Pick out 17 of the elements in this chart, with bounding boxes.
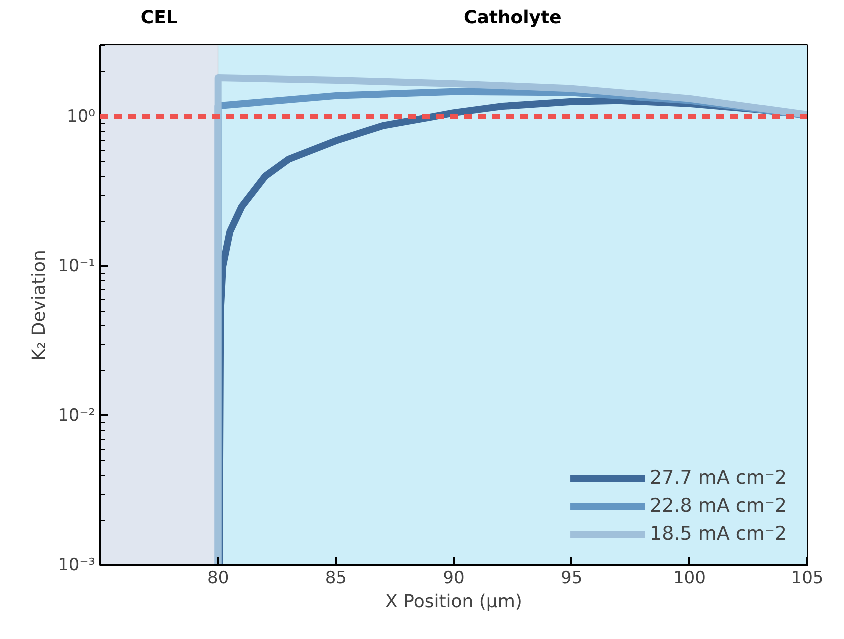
y-tick-label: 10⁻³ — [58, 556, 96, 576]
x-tick-label: 85 — [325, 568, 347, 588]
y-axis-title: K₂ Deviation — [29, 250, 50, 361]
y-tick-label: 10⁻¹ — [58, 256, 96, 276]
x-axis-title: X Position (μm) — [386, 592, 522, 612]
x-tick-label: 90 — [443, 568, 465, 588]
x-tick-label: 80 — [208, 568, 230, 588]
legend-label: 22.8 mA cm⁻2 — [650, 495, 787, 517]
legend-label: 27.7 mA cm⁻2 — [650, 467, 787, 489]
y-tick-label: 10⁻² — [58, 406, 96, 426]
x-tick-label: 100 — [673, 568, 706, 588]
x-tick-label: 105 — [791, 568, 824, 588]
legend-label: 18.5 mA cm⁻2 — [650, 523, 787, 545]
band-label: CEL — [140, 8, 178, 28]
y-tick-label: 10⁰ — [67, 106, 96, 127]
band-label: Catholyte — [464, 8, 562, 28]
x-tick-label: 95 — [561, 568, 583, 588]
